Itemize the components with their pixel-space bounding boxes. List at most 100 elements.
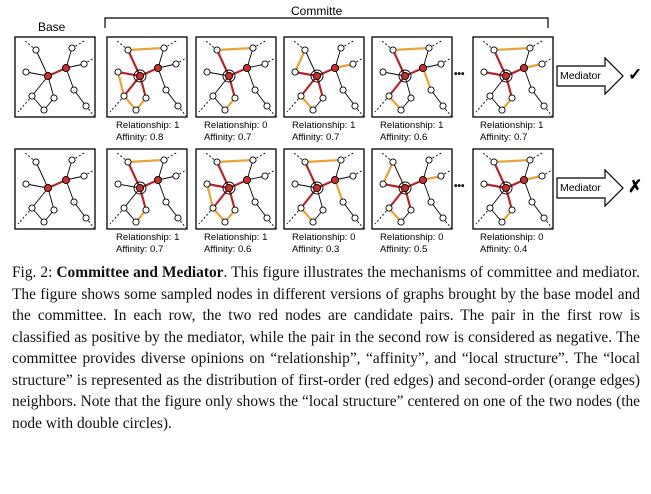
dashed-edge [286, 207, 302, 225]
graph-node [309, 106, 317, 114]
center-node-ring [222, 181, 236, 195]
first-order-edge [127, 49, 141, 77]
graph-node [124, 46, 132, 54]
graph-panel-row2-5 [472, 148, 554, 230]
candidate-node [153, 63, 163, 73]
graph-node [251, 86, 259, 94]
mediator-arrow-row2 [556, 168, 624, 208]
center-node-ring [310, 69, 324, 83]
graph-node [439, 102, 447, 110]
dashed-edge [374, 95, 390, 113]
center-node-ring [133, 181, 147, 195]
first-order-edge [388, 75, 406, 97]
graph-node [22, 180, 30, 188]
graph-panel-base-row1 [14, 36, 96, 118]
graph-node [351, 214, 359, 222]
graph-edge [35, 161, 49, 189]
graph-node [480, 180, 488, 188]
graph-edge [304, 49, 318, 77]
graph-node [291, 180, 299, 188]
second-order-edge [216, 158, 254, 164]
graph-node [249, 44, 257, 52]
affinity-text: Affinity: 0.7 [204, 132, 252, 143]
caption-prefix: Fig. 2: [12, 264, 53, 281]
check-icon: ✓ [628, 65, 643, 84]
graph-panel-base-row2 [14, 148, 96, 230]
center-node-ring [398, 181, 412, 195]
graph-node [297, 92, 305, 100]
graph-node [174, 214, 182, 222]
candidate-node [43, 183, 53, 193]
first-order-edge [493, 161, 507, 189]
graph-node [528, 198, 536, 206]
dashed-edge [252, 151, 268, 161]
graph-node [319, 94, 327, 102]
graph-panel-row1-3 [283, 36, 365, 118]
graph-node [427, 86, 435, 94]
dashed-edge [374, 207, 390, 225]
graph-edge [31, 187, 49, 209]
graph-node [297, 204, 305, 212]
dashed-edge [380, 151, 394, 163]
panel-frame [14, 36, 96, 118]
caption-title: Committee and Mediator [56, 264, 224, 281]
graph-node [160, 156, 168, 164]
graph-node [80, 60, 88, 68]
first-order-edge [388, 187, 406, 209]
panel-label-row1-3: Relationship: 1 Affinity: 0.7 [292, 120, 355, 144]
graph-node [174, 102, 182, 110]
graph-node [231, 206, 239, 214]
graph-edge [123, 187, 141, 209]
candidate-node [330, 63, 340, 73]
graph-node [203, 68, 211, 76]
graph-node [80, 172, 88, 180]
panel-frame [106, 148, 188, 230]
mediator-arrow-row1 [556, 56, 624, 96]
graph-node [114, 68, 122, 76]
affinity-text: Affinity: 0.4 [480, 244, 528, 255]
graph-node [538, 172, 546, 180]
panel-label-row1-5: Relationship: 1 Affinity: 0.7 [480, 120, 543, 144]
graph-node [172, 60, 180, 68]
dashed-edge [529, 151, 545, 161]
graph-node [68, 44, 76, 52]
affinity-text: Affinity: 0.7 [116, 244, 164, 255]
dashed-edge [198, 207, 214, 225]
graph-node [385, 92, 393, 100]
graph-node [349, 60, 357, 68]
panel-frame [283, 36, 365, 118]
graph-node [221, 106, 229, 114]
panel-label-row2-1: Relationship: 1 Affinity: 0.7 [116, 232, 179, 256]
graph-edge [31, 75, 49, 97]
graph-node [337, 44, 345, 52]
graph-node [114, 180, 122, 188]
dashed-edge [17, 207, 33, 225]
graph-node [251, 198, 259, 206]
first-order-edge [300, 75, 318, 97]
dashed-edge [23, 39, 37, 51]
graph-node [209, 204, 217, 212]
relationship-text: Relationship: 1 [116, 232, 180, 243]
graph-node [339, 198, 347, 206]
figure: Base Committe ••• Relationship: 1 Affini… [14, 4, 643, 256]
graph-node [309, 218, 317, 226]
candidate-node [224, 71, 234, 81]
dashed-edge [340, 151, 356, 161]
ellipsis-row1: ••• [454, 69, 465, 80]
graph-node [249, 156, 257, 164]
relationship-text: Relationship: 0 [204, 120, 268, 131]
graph-node [486, 92, 494, 100]
panel-frame [371, 148, 453, 230]
candidate-node [501, 183, 511, 193]
graph-node [407, 206, 415, 214]
graph-node [261, 60, 269, 68]
panel-frame [14, 148, 96, 230]
panel-frame [472, 148, 554, 230]
mediator-label-row2: Mediator [560, 182, 601, 194]
second-order-edge [493, 46, 531, 52]
affinity-text: Affinity: 0.6 [204, 244, 252, 255]
graph-node [498, 106, 506, 114]
ellipsis-row2: ••• [454, 181, 465, 192]
panel-frame [371, 36, 453, 118]
second-order-edge [304, 158, 342, 164]
